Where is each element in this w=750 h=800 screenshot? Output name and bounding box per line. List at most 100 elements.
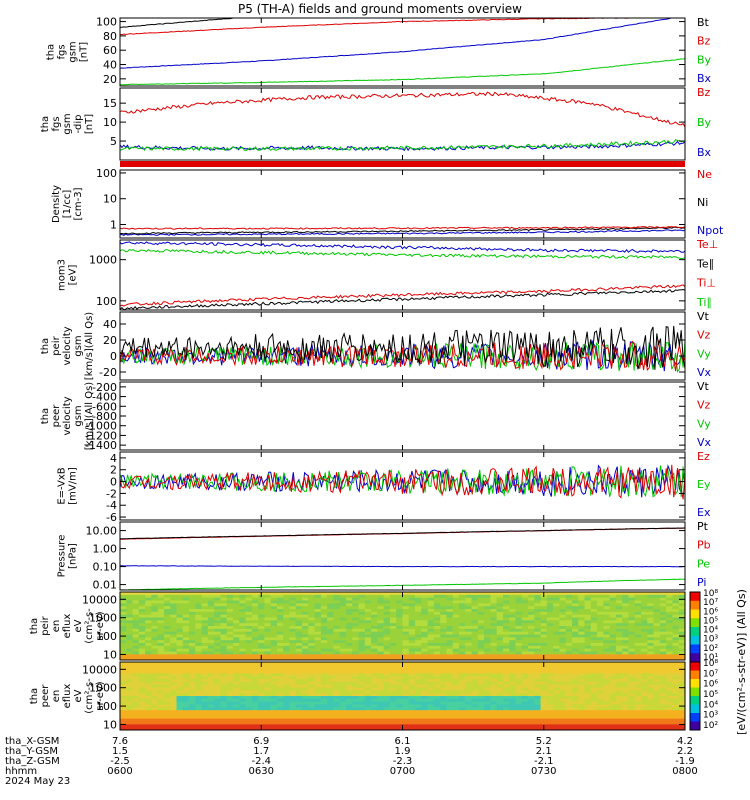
spectrogram-cell xyxy=(471,597,479,602)
spectrogram-cell xyxy=(465,673,473,677)
spectrogram-cell xyxy=(471,693,479,697)
spectrogram-cell xyxy=(540,614,548,619)
spectrogram-cell xyxy=(465,696,473,700)
spectrogram-cell xyxy=(377,693,385,697)
spectrogram-cell xyxy=(433,617,441,621)
series-Ti⊥ xyxy=(120,284,685,307)
spectrogram-cell xyxy=(433,715,441,720)
spectrogram-cell xyxy=(672,651,680,655)
spectrogram-cell xyxy=(138,651,146,655)
spectrogram-cell xyxy=(402,724,410,728)
spectrogram-cell xyxy=(603,673,611,677)
spectrogram-cell xyxy=(339,727,347,730)
spectrogram-cell xyxy=(201,634,209,638)
spectrogram-cell xyxy=(515,617,523,621)
spectrogram-cell xyxy=(678,701,685,706)
spectrogram-cell xyxy=(308,664,316,669)
spectrogram-cell xyxy=(314,643,322,647)
y-axis-label: [cm-3] xyxy=(73,187,84,220)
spectrogram-cell xyxy=(377,594,385,599)
spectrogram-cell xyxy=(421,673,429,677)
spectrogram-cell xyxy=(233,603,240,607)
spectrogram-cell xyxy=(484,606,491,610)
spectrogram-cell xyxy=(465,710,473,714)
spectrogram-cell xyxy=(195,637,203,641)
spectrogram-cell xyxy=(408,690,416,694)
spectrogram-cell xyxy=(339,611,347,616)
spectrogram-cell xyxy=(289,640,297,644)
spectrogram-cell xyxy=(132,623,140,627)
spectrogram-cell xyxy=(502,693,510,697)
spectrogram-cell xyxy=(239,664,247,669)
spectrogram-cell xyxy=(333,684,341,689)
y-tick-label: -2 xyxy=(106,487,117,500)
spectrogram-cell xyxy=(534,614,542,619)
spectrogram-cell xyxy=(615,713,623,717)
spectrogram-cell xyxy=(383,643,391,647)
spectrogram-cell xyxy=(333,637,341,641)
spectrogram-cell xyxy=(239,623,247,627)
spectrogram-cell xyxy=(515,704,523,708)
spectrogram-cell xyxy=(578,704,586,708)
spectrogram-cell xyxy=(176,715,184,720)
spectrogram-cell xyxy=(484,640,491,644)
spectrogram-cell xyxy=(182,592,190,596)
spectrogram-cell xyxy=(258,679,265,683)
spectrogram-cell xyxy=(628,701,636,706)
spectrogram-cell xyxy=(151,654,159,658)
spectrogram-cell xyxy=(233,721,240,725)
spectrogram-cell xyxy=(145,606,152,610)
spectrogram-cell xyxy=(496,597,504,602)
spectrogram-cell xyxy=(477,664,485,669)
spectrogram-cell xyxy=(459,631,466,636)
spectrogram-cell xyxy=(628,670,636,674)
spectrogram-cell xyxy=(138,637,146,641)
spectrogram-cell xyxy=(189,628,196,633)
spectrogram-cell xyxy=(572,721,579,725)
spectrogram-cell xyxy=(446,628,454,633)
spectrogram-cell xyxy=(189,640,196,644)
spectrogram-cell xyxy=(647,693,655,697)
spectrogram-cell xyxy=(459,724,466,728)
spectrogram-cell xyxy=(352,623,360,627)
spectrogram-cell xyxy=(145,679,152,683)
spectrogram-cell xyxy=(352,710,360,714)
spectrogram-cell xyxy=(120,592,127,596)
spectrogram-cell xyxy=(308,620,316,624)
spectrogram-cell xyxy=(678,609,685,613)
spectrogram-cell xyxy=(295,690,303,694)
spectrogram-cell xyxy=(647,667,655,672)
spectrogram-cell xyxy=(459,640,466,644)
spectrogram-cell xyxy=(201,623,209,627)
spectrogram-cell xyxy=(201,600,209,604)
spectrogram-cell xyxy=(371,676,378,680)
spectrogram-cell xyxy=(377,623,385,627)
spectrogram-cell xyxy=(364,676,372,680)
spectrogram-cell xyxy=(415,600,422,604)
spectrogram-cell xyxy=(132,654,140,658)
spectrogram-cell xyxy=(151,634,159,638)
spectrogram-cell xyxy=(276,670,284,674)
spectrogram-cell xyxy=(609,654,617,658)
spectrogram-cell xyxy=(333,715,341,720)
spectrogram-cell xyxy=(377,701,385,706)
spectrogram-cell xyxy=(195,651,203,655)
spectrogram-cell xyxy=(584,592,592,596)
spectrogram-cell xyxy=(239,670,247,674)
spectrogram-cell xyxy=(534,626,542,630)
spectrogram-cell xyxy=(358,609,366,613)
spectrogram-cell xyxy=(226,654,234,658)
spectrogram-cell xyxy=(521,645,529,650)
spectrogram-cell xyxy=(138,724,146,728)
spectrogram-cell xyxy=(666,654,674,658)
spectrogram-cell xyxy=(233,651,240,655)
spectrogram-cell xyxy=(553,727,561,730)
spectrogram-cell xyxy=(565,606,573,610)
spectrogram-cell xyxy=(346,637,353,641)
spectrogram-cell xyxy=(641,606,648,610)
spectrogram-cell xyxy=(421,592,429,596)
spectrogram-cell xyxy=(421,715,429,720)
spectrogram-cell xyxy=(578,690,586,694)
spectrogram-cell xyxy=(189,626,196,630)
